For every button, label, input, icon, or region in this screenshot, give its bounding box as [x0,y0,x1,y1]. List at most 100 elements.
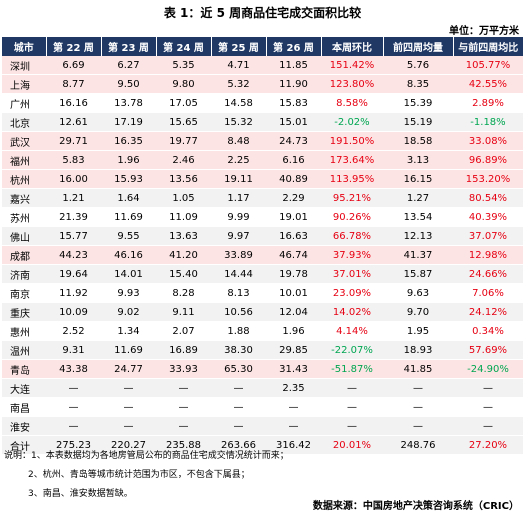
value-cell: 11.92 [46,283,101,303]
value-cell: — [101,416,156,436]
note-3: 3、南昌、淮安数据暂缺。 [28,489,133,499]
table-row: 上海 8.77 9.50 9.80 5.32 11.90 123.80% 8.35 42.55% [2,74,523,94]
unit-label: 单位：万平方米 [449,26,519,37]
city-cell: 青岛 [2,359,46,379]
table-row: 杭州 16.00 15.93 13.56 19.11 40.89 113.95% 16.15 1… [2,169,523,189]
value-cell: 37.93% [321,245,383,265]
value-cell: 18.93 [383,340,453,360]
value-cell: 40.89 [266,169,321,189]
value-cell: 275.23 [46,435,101,455]
table-row: 嘉兴 1.21 1.64 1.05 1.17 2.29 95.21% 1.27 80.54% [2,188,523,208]
value-cell: 16.63 [266,226,321,246]
value-cell: 7.06% [453,283,523,303]
city-cell: 北京 [2,112,46,132]
city-cell: 合计 [2,435,46,455]
value-cell: 80.54% [453,188,523,208]
city-cell: 重庆 [2,302,46,322]
value-cell: 13.63 [156,226,211,246]
value-cell: 11.85 [266,56,321,75]
value-cell: 316.42 [266,435,321,455]
value-cell: 191.50% [321,131,383,151]
value-cell: 24.73 [266,131,321,151]
value-cell: — [383,378,453,398]
value-cell: 220.27 [101,435,156,455]
value-cell: 1.27 [383,188,453,208]
value-cell: 1.05 [156,188,211,208]
value-cell: 16.15 [383,169,453,189]
value-cell: 1.17 [211,188,266,208]
value-cell: — [211,416,266,436]
city-cell: 上海 [2,74,46,94]
value-cell: 33.93 [156,359,211,379]
value-cell: 113.95% [321,169,383,189]
value-cell: 18.58 [383,131,453,151]
value-cell: 16.16 [46,93,101,113]
value-cell: 20.01% [321,435,383,455]
data-table: 城市第 22 周第 23 周第 24 周第 25 周第 26 周本周环比 前四周均… [2,37,523,455]
data-source: 数据来源：中国房地产决策咨询系统（CRIC） [312,501,519,512]
city-cell: 惠州 [2,321,46,341]
value-cell: 90.26% [321,207,383,227]
value-cell: 17.19 [101,112,156,132]
value-cell: 4.14% [321,321,383,341]
value-cell: 9.63 [383,283,453,303]
column-header: 城市 [2,37,46,56]
value-cell: 6.16 [266,150,321,170]
value-cell: 5.32 [211,74,266,94]
value-cell: 1.34 [101,321,156,341]
table-body: 深圳 6.69 6.27 5.35 4.71 11.85 151.42% 5.76 105.77… [2,56,523,455]
table-row: 重庆 10.09 9.02 9.11 10.56 12.04 14.02% 9.70 24.12… [2,302,523,322]
value-cell: 9.80 [156,74,211,94]
value-cell: — [383,397,453,417]
value-cell: 46.74 [266,245,321,265]
value-cell: 23.09% [321,283,383,303]
value-cell: 13.78 [101,93,156,113]
value-cell: 0.34% [453,321,523,341]
value-cell: 2.25 [211,150,266,170]
value-cell: 2.29 [266,188,321,208]
value-cell: — [46,416,101,436]
column-header: 第 22 周 [45,37,101,56]
value-cell: 41.37 [383,245,453,265]
notes: 说明：1、本表数据均为各地房管局公布的商品住宅成交情况统计而来； 2、杭州、青岛… [4,447,289,504]
value-cell: 14.01 [101,264,156,284]
value-cell: 31.43 [266,359,321,379]
note-1: 说明：1、本表数据均为各地房管局公布的商品住宅成交情况统计而来； [4,451,289,461]
value-cell: 15.83 [266,93,321,113]
value-cell: 17.05 [156,93,211,113]
value-cell: 9.70 [383,302,453,322]
value-cell: 33.08% [453,131,523,151]
value-cell: — [321,397,383,417]
value-cell: — [321,378,383,398]
value-cell: 248.76 [383,435,453,455]
table-row: 苏州 21.39 11.69 11.09 9.99 19.01 90.26% 13.54 40.… [2,207,523,227]
value-cell: 37.07% [453,226,523,246]
value-cell: 12.61 [46,112,101,132]
city-cell: 苏州 [2,207,46,227]
value-cell: — [101,397,156,417]
table-title: 表 1：近 5 周商品住宅成交面积比较 [163,6,362,20]
value-cell: 16.35 [101,131,156,151]
value-cell: 263.66 [211,435,266,455]
table-row: 佛山 15.77 9.55 13.63 9.97 16.63 66.78% 12.13 37.0… [2,226,523,246]
value-cell: 24.66% [453,264,523,284]
value-cell: — [46,397,101,417]
value-cell: 19.78 [266,264,321,284]
value-cell: 105.77% [453,56,523,75]
value-cell: 42.55% [453,74,523,94]
value-cell: 14.02% [321,302,383,322]
value-cell: 43.38 [46,359,101,379]
value-cell: 10.01 [266,283,321,303]
header-row: 城市第 22 周第 23 周第 24 周第 25 周第 26 周本周环比 前四周均… [2,37,523,56]
value-cell: 14.44 [211,264,266,284]
city-cell: 杭州 [2,169,46,189]
table-row: 广州 16.16 13.78 17.05 14.58 15.83 8.58% 15.39 2.8… [2,93,523,113]
value-cell: -51.87% [321,359,383,379]
value-cell: 11.69 [101,340,156,360]
value-cell: 6.27 [101,56,156,75]
table-row: 北京 12.61 17.19 15.65 15.32 15.01 -2.02% 15.19 -1… [2,112,523,132]
value-cell: 44.23 [46,245,101,265]
column-header: 本周环比 [320,37,383,56]
value-cell: 95.21% [321,188,383,208]
value-cell: 96.89% [453,150,523,170]
